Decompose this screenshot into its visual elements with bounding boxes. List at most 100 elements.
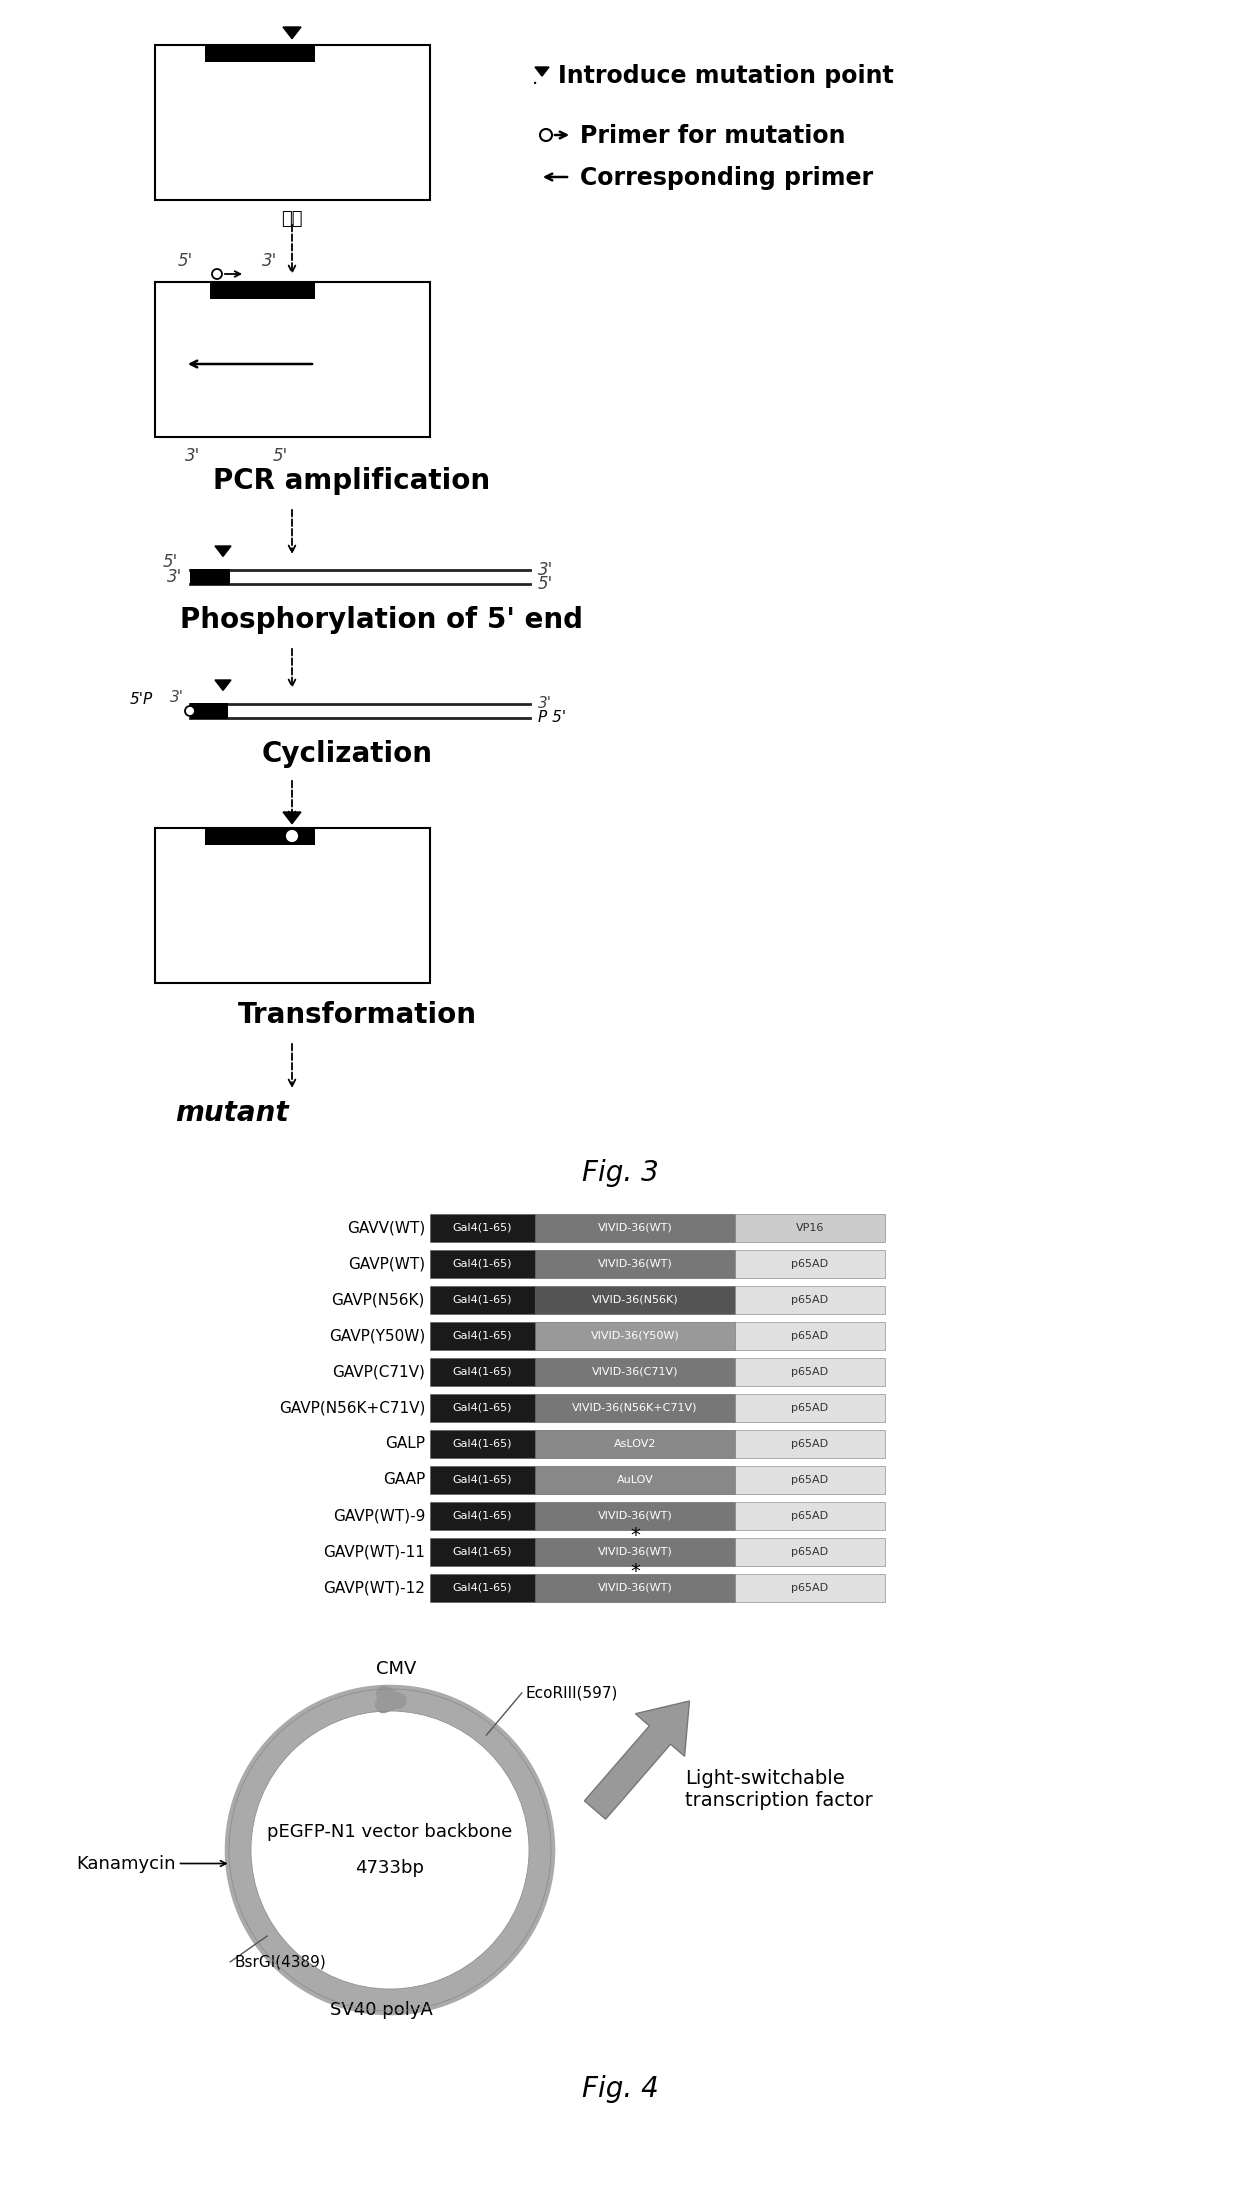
Text: VIVID-36(WT): VIVID-36(WT) (598, 1511, 672, 1520)
Bar (735, 1538, 885, 1566)
Bar (534, 1502, 735, 1531)
Text: Phosphorylation of 5' end: Phosphorylation of 5' end (181, 607, 584, 633)
Text: p65AD: p65AD (791, 1295, 828, 1306)
Text: 3': 3' (170, 690, 184, 704)
Text: Corresponding primer: Corresponding primer (580, 165, 873, 190)
Bar (534, 1213, 735, 1242)
Text: 5'P: 5'P (130, 690, 153, 706)
Text: GALP: GALP (384, 1436, 425, 1452)
Text: Kanamycin: Kanamycin (76, 1855, 176, 1873)
Text: 5': 5' (162, 554, 177, 571)
Bar (430, 1467, 534, 1493)
Text: GAVP(N56K+C71V): GAVP(N56K+C71V) (279, 1401, 425, 1416)
Text: GAVP(WT)-12: GAVP(WT)-12 (324, 1579, 425, 1595)
Text: Gal4(1-65): Gal4(1-65) (453, 1260, 512, 1268)
Text: CMV: CMV (376, 1659, 417, 1677)
Text: Gal4(1-65): Gal4(1-65) (453, 1511, 512, 1520)
Circle shape (212, 269, 222, 278)
Text: Introduce mutation point: Introduce mutation point (558, 64, 894, 88)
Text: GAVP(WT)-11: GAVP(WT)-11 (324, 1544, 425, 1560)
Text: VP16: VP16 (796, 1222, 825, 1233)
Bar (735, 1575, 885, 1602)
Bar (155, 827, 430, 984)
Text: Gal4(1-65): Gal4(1-65) (453, 1476, 512, 1485)
Text: Gal4(1-65): Gal4(1-65) (453, 1584, 512, 1593)
Text: BsrGI(4389): BsrGI(4389) (234, 1955, 326, 1970)
Bar (430, 1502, 534, 1531)
Bar (735, 1321, 885, 1350)
Text: AsLOV2: AsLOV2 (614, 1438, 656, 1449)
Text: p65AD: p65AD (791, 1330, 828, 1341)
Text: p65AD: p65AD (791, 1403, 828, 1414)
Circle shape (250, 1712, 529, 1990)
Text: VIVID-36(N56K): VIVID-36(N56K) (591, 1295, 678, 1306)
Bar (205, 44, 315, 62)
Bar (430, 1251, 534, 1277)
Text: 3': 3' (538, 697, 552, 713)
Text: 整体: 整体 (281, 210, 303, 227)
Polygon shape (215, 547, 231, 556)
Text: GAVV(WT): GAVV(WT) (347, 1220, 425, 1235)
Text: Gal4(1-65): Gal4(1-65) (453, 1368, 512, 1377)
Text: AuLOV: AuLOV (616, 1476, 653, 1485)
Bar (735, 1502, 885, 1531)
Bar (534, 1251, 735, 1277)
Text: Cyclization: Cyclization (262, 739, 433, 768)
Text: Gal4(1-65): Gal4(1-65) (453, 1295, 512, 1306)
Text: p65AD: p65AD (791, 1260, 828, 1268)
Text: p65AD: p65AD (791, 1511, 828, 1520)
Bar (430, 1429, 534, 1458)
Text: 5': 5' (538, 576, 553, 593)
Bar (430, 1286, 534, 1315)
Text: 4733bp: 4733bp (356, 1860, 424, 1877)
Text: p65AD: p65AD (791, 1438, 828, 1449)
Bar (534, 1429, 735, 1458)
Bar (534, 1394, 735, 1423)
Bar (190, 569, 229, 585)
Text: 3': 3' (538, 560, 553, 578)
Text: VIVID-36(WT): VIVID-36(WT) (598, 1584, 672, 1593)
Bar (210, 282, 315, 300)
Text: GAVP(C71V): GAVP(C71V) (332, 1366, 425, 1379)
Bar (534, 1286, 735, 1315)
Text: GAAP: GAAP (383, 1471, 425, 1487)
Text: SV40 polyA: SV40 polyA (330, 2001, 433, 2018)
Bar (205, 827, 315, 845)
Text: P 5': P 5' (538, 710, 567, 726)
Bar (735, 1251, 885, 1277)
Bar (155, 282, 430, 437)
Polygon shape (534, 66, 549, 75)
Text: pEGFP-N1 vector backbone: pEGFP-N1 vector backbone (268, 1822, 512, 1842)
Text: p65AD: p65AD (791, 1584, 828, 1593)
Polygon shape (283, 812, 301, 823)
Text: GAVP(WT)-9: GAVP(WT)-9 (332, 1509, 425, 1524)
Circle shape (185, 706, 195, 717)
Bar (534, 1359, 735, 1385)
Text: VIVID-36(N56K+C71V): VIVID-36(N56K+C71V) (572, 1403, 698, 1414)
Bar (190, 704, 228, 719)
Text: p65AD: p65AD (791, 1476, 828, 1485)
Text: Fig. 3: Fig. 3 (582, 1158, 658, 1187)
Bar (430, 1213, 534, 1242)
Bar (735, 1213, 885, 1242)
Text: Primer for mutation: Primer for mutation (580, 124, 846, 148)
Text: p65AD: p65AD (791, 1546, 828, 1557)
Text: 5': 5' (177, 251, 192, 269)
Text: GAVP(N56K): GAVP(N56K) (331, 1293, 425, 1308)
Text: GAVP(Y50W): GAVP(Y50W) (329, 1328, 425, 1343)
Polygon shape (215, 679, 231, 690)
Bar (735, 1467, 885, 1493)
Bar (735, 1286, 885, 1315)
Text: Gal4(1-65): Gal4(1-65) (453, 1546, 512, 1557)
Text: EcoRIII(597): EcoRIII(597) (526, 1685, 619, 1701)
Text: VIVID-36(WT): VIVID-36(WT) (598, 1260, 672, 1268)
FancyArrow shape (584, 1701, 689, 1820)
Text: Fig. 4: Fig. 4 (582, 2076, 658, 2102)
Text: VIVID-36(Y50W): VIVID-36(Y50W) (590, 1330, 680, 1341)
Polygon shape (283, 26, 301, 40)
Bar (430, 1538, 534, 1566)
Text: Gal4(1-65): Gal4(1-65) (453, 1438, 512, 1449)
Text: .: . (532, 71, 538, 88)
Bar (735, 1429, 885, 1458)
Bar (155, 44, 430, 201)
